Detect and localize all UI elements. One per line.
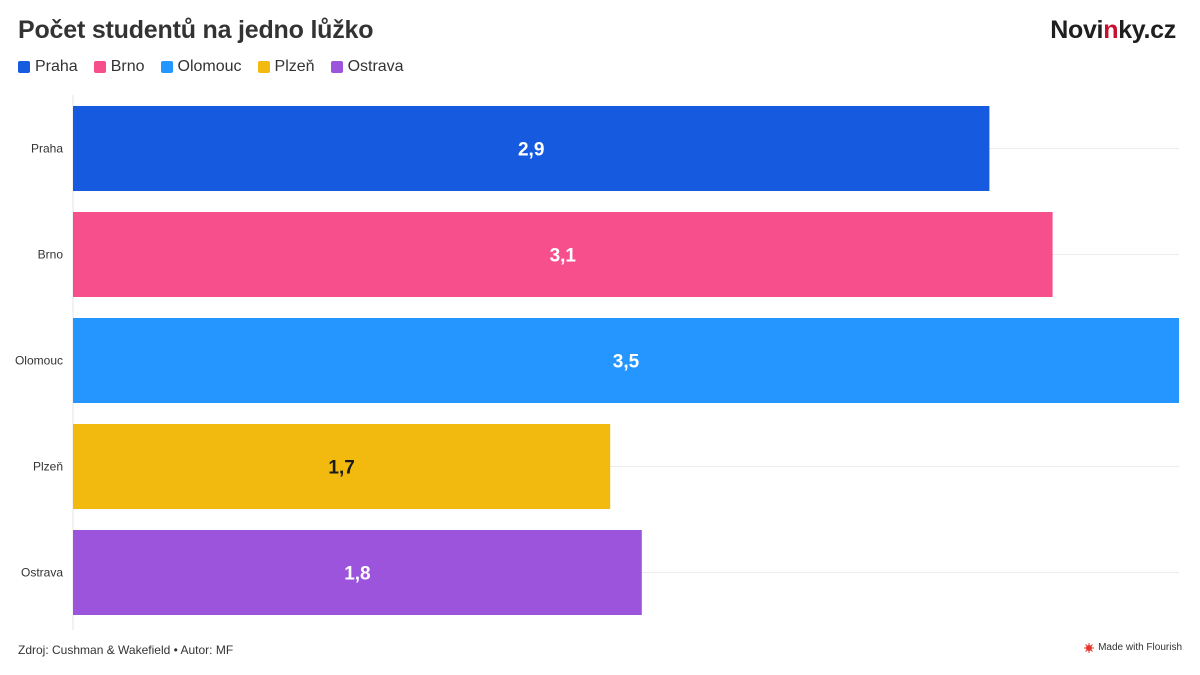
source-note: Zdroj: Cushman & Wakefield • Autor: MF bbox=[18, 643, 234, 657]
bar-2 bbox=[73, 318, 1179, 403]
bar-3 bbox=[73, 424, 611, 509]
legend-item-0[interactable]: Praha bbox=[18, 58, 78, 76]
legend-label: Brno bbox=[110, 58, 145, 75]
legend-label: Olomouc bbox=[177, 58, 242, 75]
legend-swatch bbox=[93, 61, 106, 73]
value-label: 3,5 bbox=[613, 352, 640, 373]
category-label: Praha bbox=[31, 142, 63, 156]
value-label: 3,1 bbox=[550, 246, 577, 267]
legend-label: Praha bbox=[35, 58, 78, 75]
legend-item-4[interactable]: Ostrava bbox=[330, 58, 404, 76]
value-label: 1,8 bbox=[344, 564, 370, 585]
category-label: Olomouc bbox=[15, 354, 63, 368]
logo-text-2: n bbox=[1103, 16, 1119, 44]
value-label: 2,9 bbox=[518, 140, 544, 161]
category-label: Plzeň bbox=[33, 460, 63, 474]
flourish-icon bbox=[1084, 642, 1095, 653]
bar-1 bbox=[73, 212, 1053, 297]
made-with-flourish[interactable]: Made with Flourish bbox=[1084, 642, 1182, 653]
legend-swatch bbox=[18, 61, 30, 73]
legend-swatch bbox=[257, 61, 270, 73]
legend-label: Ostrava bbox=[347, 58, 404, 75]
category-label: Ostrava bbox=[21, 566, 63, 580]
logo-text-3: ky.cz bbox=[1118, 16, 1176, 44]
legend-item-3[interactable]: Plzeň bbox=[257, 58, 315, 76]
chart-title: Počet studentů na jedno lůžko bbox=[18, 16, 374, 44]
legend-item-2[interactable]: Olomouc bbox=[160, 58, 242, 76]
logo-text-1: Novi bbox=[1050, 16, 1104, 44]
novinky-logo[interactable]: Novinky.cz bbox=[1050, 16, 1176, 45]
legend-swatch bbox=[330, 61, 343, 73]
bar-0 bbox=[73, 106, 990, 191]
made-with-flourish-label: Made with Flourish bbox=[1098, 642, 1182, 653]
legend-label: Plzeň bbox=[274, 58, 315, 75]
value-label: 1,7 bbox=[328, 458, 354, 479]
legend: Praha Brno Olomouc Plzeň Ostrava bbox=[18, 58, 404, 76]
legend-swatch bbox=[160, 61, 173, 73]
legend-item-1[interactable]: Brno bbox=[93, 58, 145, 76]
category-label: Brno bbox=[38, 248, 64, 262]
bar-4 bbox=[73, 530, 642, 615]
